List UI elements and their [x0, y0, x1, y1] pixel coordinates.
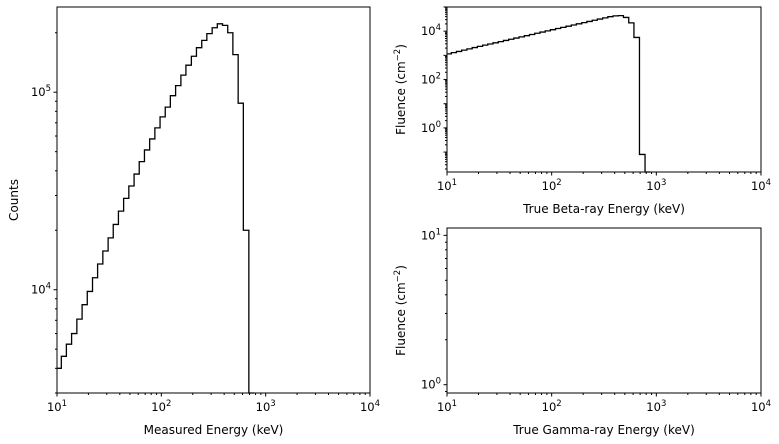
- x-tick-label: 104: [751, 178, 771, 193]
- x-axis-label: Measured Energy (keV): [144, 423, 284, 437]
- y-tick-label: 100: [421, 377, 441, 392]
- y-tick-label: 100: [421, 120, 441, 135]
- x-tick-label: 102: [151, 399, 171, 414]
- plot-frame: [446, 227, 762, 394]
- x-tick-label: 102: [542, 399, 562, 414]
- y-tick-label: 104: [31, 282, 51, 297]
- series-line-1: [447, 14, 651, 173]
- y-axis-label: Fluence (cm−2): [393, 265, 408, 356]
- chart-panel-2: 101 102 103 104 100 102 104 True Beta-ray Energ…: [393, 6, 771, 216]
- y-tick-label: 105: [31, 84, 51, 99]
- x-tick-label: 103: [256, 399, 276, 414]
- series-line-1: [57, 23, 254, 394]
- y-tick-label: 102: [421, 72, 441, 87]
- plot-frame: [56, 6, 371, 394]
- x-tick-label: 101: [437, 399, 457, 414]
- y-tick-label: 104: [421, 23, 441, 38]
- plot-frame: [446, 6, 762, 173]
- y-tick-label: 101: [421, 227, 441, 242]
- chart-panel-1: 101 102 103 104 104 105 Measured Energy (keV) C…: [7, 6, 380, 437]
- x-tick-label: 101: [437, 178, 457, 193]
- x-tick-label: 102: [542, 178, 562, 193]
- y-axis-label: Counts: [7, 179, 21, 221]
- x-tick-label: 103: [646, 399, 666, 414]
- x-tick-label: 104: [360, 399, 380, 414]
- x-tick-label: 103: [646, 178, 666, 193]
- y-axis-label: Fluence (cm−2): [393, 44, 408, 135]
- x-axis-label: True Gamma-ray Energy (keV): [512, 423, 695, 437]
- chart-panel-3: 101 102 103 104 100 101 True Gamma-ray Energy …: [393, 227, 771, 437]
- x-tick-label: 104: [751, 399, 771, 414]
- x-axis-label: True Beta-ray Energy (keV): [522, 202, 685, 216]
- x-tick-label: 101: [47, 399, 67, 414]
